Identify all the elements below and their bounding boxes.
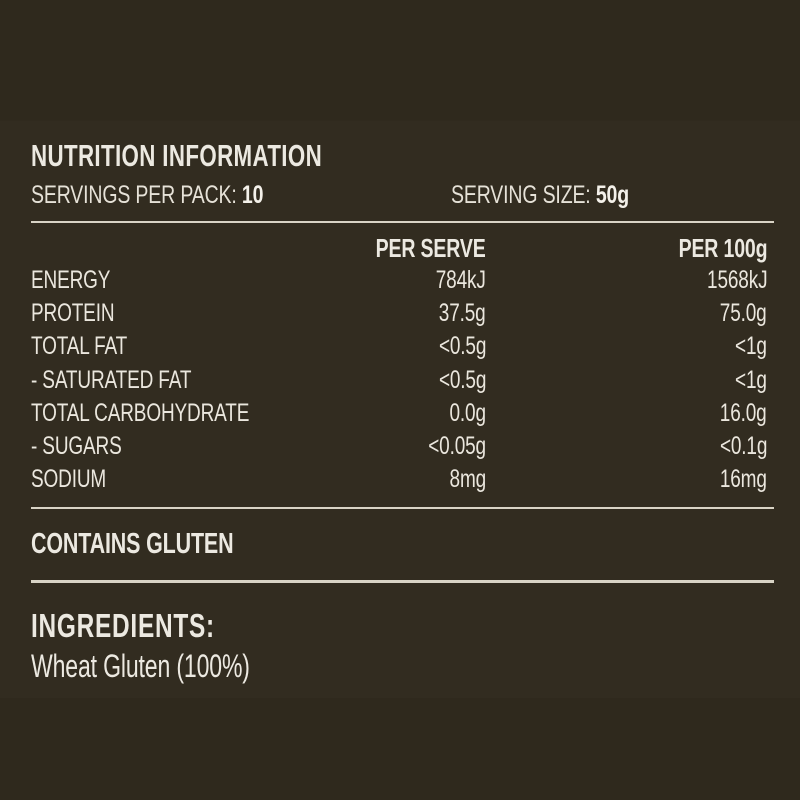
serving-size-value: 50g	[595, 181, 629, 209]
ingredients-text: Wheat Gluten (100%)	[31, 648, 250, 684]
servings-value: 10	[241, 181, 264, 209]
divider-header	[31, 221, 774, 223]
top-background-band	[0, 0, 800, 120]
row-value-per-serve: <0.05g	[428, 432, 486, 460]
row-label: - SUGARS	[31, 432, 122, 460]
row-label: TOTAL FAT	[31, 332, 128, 361]
bottom-background-band	[0, 698, 800, 800]
serving-size-label: SERVING SIZE:	[451, 181, 591, 209]
divider-ingredients	[31, 580, 774, 583]
row-value-per-serve: <0.5g	[438, 332, 486, 361]
row-value-per-100g: 16mg	[720, 465, 767, 494]
row-value-per-100g: <0.1g	[719, 432, 767, 460]
nutrition-panel	[0, 121, 800, 698]
row-label: ENERGY	[31, 266, 111, 294]
row-value-per-100g: 1568kJ	[706, 266, 768, 294]
row-value-per-100g: 16.0g	[720, 398, 767, 427]
serving-size: SERVING SIZE: 50g	[451, 183, 629, 208]
servings-per-pack: SERVINGS PER PACK: 10	[31, 183, 263, 208]
row-label: - SATURATED FAT	[31, 365, 192, 394]
servings-label: SERVINGS PER PACK:	[31, 181, 237, 209]
row-value-per-100g: 75.0g	[720, 299, 767, 328]
allergen-statement: CONTAINS GLUTEN	[31, 528, 234, 560]
column-header-per-100g: PER 100g	[678, 233, 767, 263]
column-header-per-serve: PER SERVE	[376, 233, 486, 263]
row-label: TOTAL CARBOHYDRATE	[31, 398, 250, 427]
row-value-per-serve: 784kJ	[436, 266, 486, 294]
row-value-per-serve: 0.0g	[449, 398, 487, 427]
row-value-per-serve: <0.5g	[438, 365, 486, 394]
row-label: PROTEIN	[31, 299, 115, 328]
row-value-per-100g: <1g	[735, 365, 767, 394]
row-label: SODIUM	[31, 465, 107, 494]
row-value-per-serve: 8mg	[449, 465, 486, 494]
divider-table-end	[31, 507, 774, 509]
ingredients-title: INGREDIENTS:	[31, 607, 215, 644]
row-value-per-100g: <1g	[735, 332, 767, 361]
panel-title: NUTRITION INFORMATION	[31, 138, 323, 173]
row-value-per-serve: 37.5g	[439, 299, 486, 328]
